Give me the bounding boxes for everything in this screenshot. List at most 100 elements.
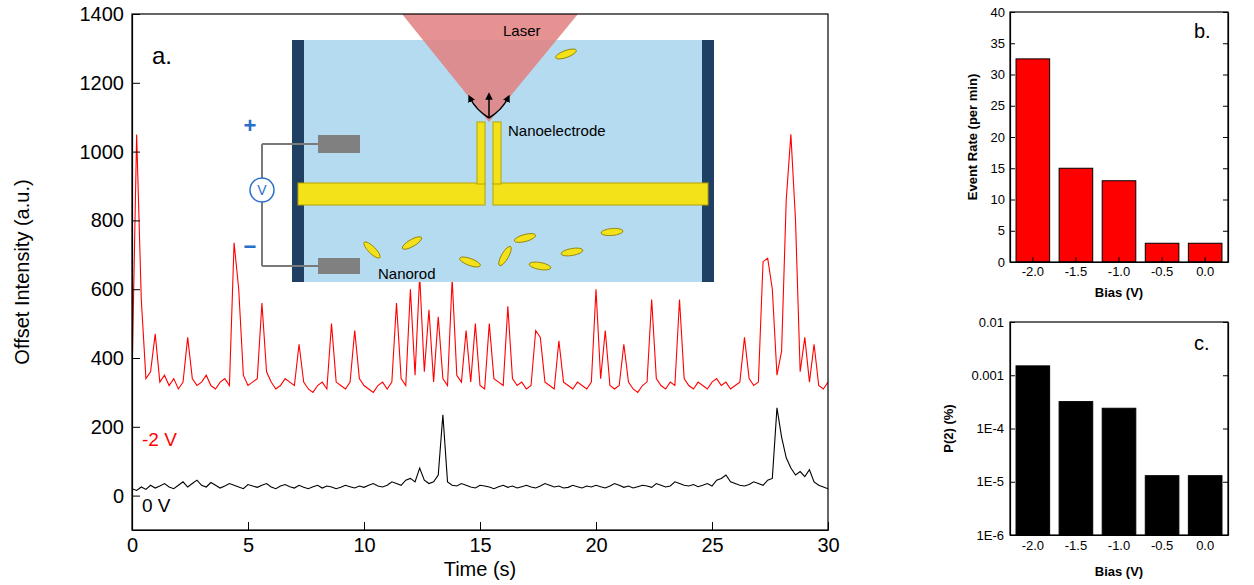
nanorod xyxy=(496,245,513,268)
tick: -1.0 xyxy=(1108,257,1130,279)
y-axis: 0200400600800100012001400 xyxy=(80,3,141,531)
x-axis: -2.0 -1.5 -1.0 -0.5 0.0 xyxy=(1011,530,1229,553)
tick-label: -2.0 xyxy=(1022,538,1044,553)
tick-label: -2.0 xyxy=(1022,264,1044,279)
tick-mark xyxy=(1162,257,1163,262)
tick-label: 1200 xyxy=(80,72,125,94)
tick: -0.5 xyxy=(1151,530,1173,553)
tick-mark xyxy=(1223,106,1228,107)
tick-mark xyxy=(1032,530,1033,535)
tick-label: -0.5 xyxy=(1151,264,1173,279)
nanorod xyxy=(458,255,481,269)
tick-label: 30 xyxy=(991,67,1005,82)
bar xyxy=(1059,402,1093,535)
bar xyxy=(1059,168,1093,262)
tick: 1E-4 xyxy=(977,421,1015,436)
tick-mark xyxy=(132,427,140,428)
x-axis: -2.0 -1.5 -1.0 -0.5 0.0 xyxy=(1011,257,1229,279)
x-axis-title: Time (s) xyxy=(444,558,517,580)
electrode xyxy=(298,183,485,205)
electrode-tip xyxy=(477,122,485,184)
nanorod xyxy=(601,228,624,237)
tick-mark xyxy=(1010,375,1015,376)
panel-letter: b. xyxy=(1194,20,1211,42)
tick-label: 1400 xyxy=(80,3,125,25)
plot-area xyxy=(132,134,828,490)
electrode-tip xyxy=(493,122,501,184)
bar xyxy=(1016,366,1050,535)
tick-mark xyxy=(132,83,140,84)
tick-label: 0.001 xyxy=(971,368,1004,383)
tick-mark xyxy=(132,152,140,153)
tick-label: 200 xyxy=(91,416,124,438)
bar xyxy=(1145,243,1179,262)
tick-mark xyxy=(132,358,140,359)
tick-label: 15 xyxy=(991,161,1005,176)
y-axis-title: P(2) (%) xyxy=(941,404,956,452)
flow-arrow xyxy=(488,96,490,118)
tick-label: 30 xyxy=(817,534,839,556)
tick xyxy=(1223,231,1228,232)
voltmeter xyxy=(250,178,274,202)
tick: -1.5 xyxy=(1065,257,1087,279)
x-axis-title: Bias (V) xyxy=(1095,285,1143,300)
tick-label: 25 xyxy=(701,534,723,556)
tick: 15 xyxy=(469,522,491,556)
tick: 25 xyxy=(701,522,723,556)
tick: 1200 xyxy=(80,72,141,94)
tick-label: 0.01 xyxy=(979,315,1004,330)
tick-mark xyxy=(712,522,713,530)
tick: 20 xyxy=(991,130,1015,145)
tick: 35 xyxy=(991,36,1015,51)
tick xyxy=(1223,75,1228,76)
tick-label: 20 xyxy=(991,130,1005,145)
tick-mark xyxy=(480,522,481,530)
tick: 5 xyxy=(243,522,254,556)
bar xyxy=(1016,59,1050,262)
tick-mark xyxy=(1119,530,1120,535)
inset-label: Laser xyxy=(503,22,541,39)
tick-label: -0.5 xyxy=(1151,538,1173,553)
tick xyxy=(1223,106,1228,107)
nanorod xyxy=(513,232,536,244)
bar xyxy=(1145,476,1179,535)
tick-mark xyxy=(248,522,249,530)
tick-mark xyxy=(1010,231,1015,232)
tick: 0.0 xyxy=(1196,530,1214,553)
bar xyxy=(1188,243,1222,262)
inset-sign: V xyxy=(257,182,267,198)
tick-label: -1.0 xyxy=(1108,538,1130,553)
tick-label: 0 xyxy=(113,485,124,507)
tick: 0 xyxy=(113,485,140,507)
nanorod xyxy=(401,234,424,251)
tick-mark xyxy=(1223,375,1228,376)
tick: -1.5 xyxy=(1065,530,1087,553)
inset-sign: + xyxy=(244,113,257,138)
tick-label: 20 xyxy=(585,534,607,556)
tick-mark xyxy=(1010,43,1015,44)
tick-mark xyxy=(1205,257,1206,262)
tick xyxy=(1223,429,1228,430)
tick-mark xyxy=(1010,429,1015,430)
figure-canvas: 0510152025300200400600800100012001400Las… xyxy=(0,0,1254,585)
tick-label: 0.0 xyxy=(1196,538,1214,553)
bar xyxy=(1102,408,1136,535)
tick-label: 1000 xyxy=(80,141,125,163)
series-label: -2 V xyxy=(142,429,177,450)
tick-mark xyxy=(596,522,597,530)
tick: 10 xyxy=(991,192,1015,207)
inset-label: Nanorod xyxy=(378,265,436,282)
tick: -2.0 xyxy=(1022,257,1044,279)
bar xyxy=(1102,181,1136,262)
tick-mark xyxy=(1119,257,1120,262)
tick: 0.0 xyxy=(1196,257,1214,279)
tick xyxy=(1223,200,1228,201)
tick-label: -1.0 xyxy=(1108,264,1130,279)
tick xyxy=(1223,43,1228,44)
plot-area xyxy=(1016,59,1222,262)
tick-label: 0.0 xyxy=(1196,264,1214,279)
panel-letter: a. xyxy=(152,42,172,69)
inset-wall xyxy=(292,40,304,282)
tick-mark xyxy=(1032,257,1033,262)
tick-mark xyxy=(1010,200,1015,201)
